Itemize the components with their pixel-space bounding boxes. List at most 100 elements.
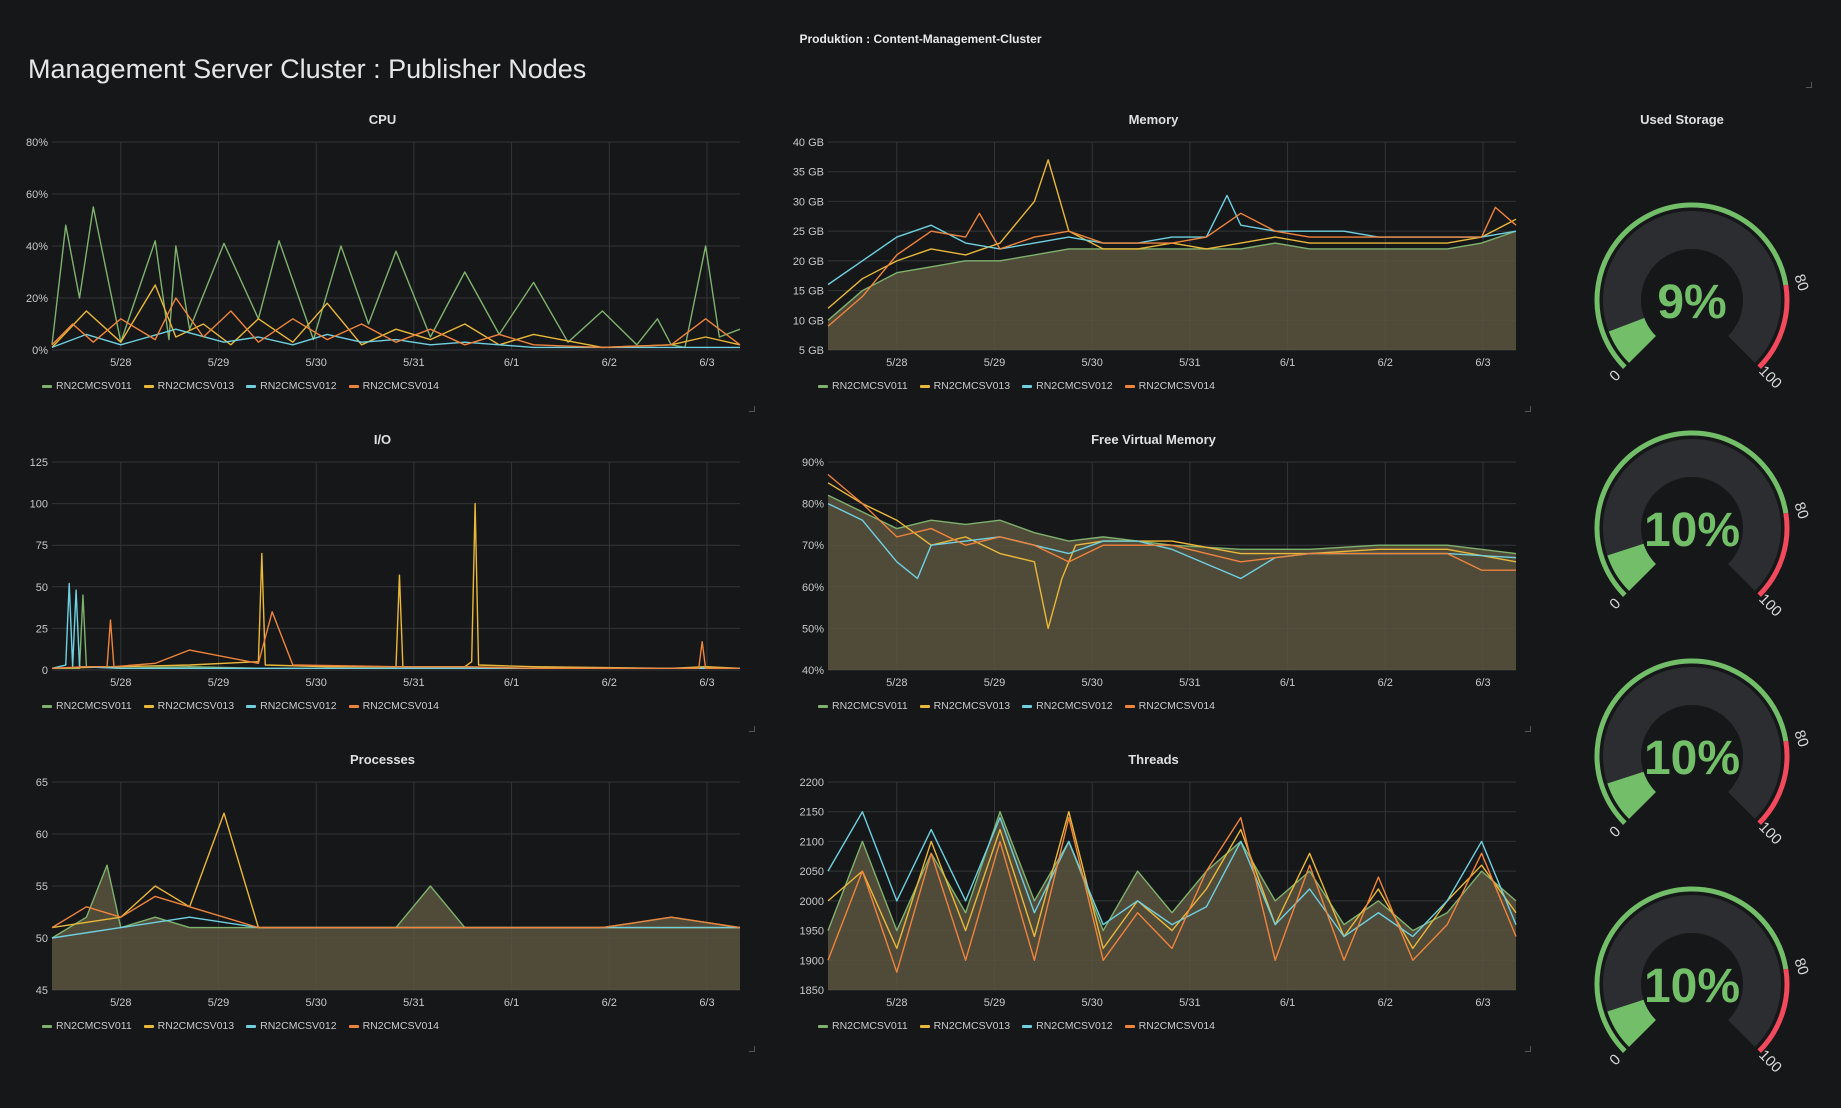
panel-resize-handle[interactable] [1525,1046,1531,1052]
legend-swatch [818,704,828,708]
used-storage-panel[interactable]: Used Storage 9% 0 80 100 10% 0 80 100 10% 0 80 100 10… [1552,82,1812,1076]
free-virtual-memory-panel[interactable]: Free Virtual Memory 40% 50% 60% 70% 80% 90% 5/2… [776,432,1531,732]
legend-item-rn2cmcsv011[interactable]: RN2CMCSV011 [42,380,132,392]
legend-label: RN2CMCSV011 [832,1020,908,1032]
legend-item-rn2cmcsv014[interactable]: RN2CMCSV014 [1124,380,1215,392]
cpu-legend: RN2CMCSV011 RN2CMCSV013 RN2CMCSV012 RN2CMCS… [42,380,439,392]
y-tick-label: 25 GB [793,226,824,238]
legend-item-rn2cmcsv013[interactable]: RN2CMCSV013 [919,1020,1010,1032]
legend-item-rn2cmcsv013[interactable]: RN2CMCSV013 [919,380,1010,392]
series-line-rn2cmcsv013[interactable] [827,482,1517,630]
x-tick-label: 6/3 [1475,357,1490,369]
x-tick-label: 6/1 [1280,357,1295,369]
legend-item-rn2cmcsv014[interactable]: RN2CMCSV014 [1124,1020,1215,1032]
legend-item-rn2cmcsv012[interactable]: RN2CMCSV012 [246,700,337,712]
legend-item-rn2cmcsv011[interactable]: RN2CMCSV011 [42,1020,132,1032]
memory-chart[interactable]: 5 GB 10 GB 15 GB 20 GB 25 GB 30 GB 35 GB 40 GB 5… [776,112,1531,412]
legend-item-rn2cmcsv014[interactable]: RN2CMCSV014 [348,1020,439,1032]
legend-swatch [919,704,930,708]
series-line-rn2cmcsv012[interactable] [51,328,740,349]
legend-item-rn2cmcsv013[interactable]: RN2CMCSV013 [143,380,234,392]
free-virtual-memory-title[interactable]: Free Virtual Memory [1091,432,1216,447]
legend-item-rn2cmcsv014[interactable]: RN2CMCSV014 [348,380,439,392]
memory-panel[interactable]: Memory 5 GB 10 GB 15 GB 20 GB 25 GB 30 GB 35 GB… [776,112,1531,412]
panel-resize-handle[interactable] [749,726,755,732]
panel-resize-handle[interactable] [1806,82,1812,88]
series-line-rn2cmcsv013[interactable] [51,502,741,670]
io-title[interactable]: I/O [373,432,392,447]
legend-item-rn2cmcsv012[interactable]: RN2CMCSV012 [246,380,337,392]
panel-resize-handle[interactable] [1525,726,1531,732]
panel-resize-handle[interactable] [1525,406,1531,412]
series-line-rn2cmcsv013[interactable] [51,812,740,929]
processes-chart[interactable]: 45 50 55 60 65 5/28 5/29 5/30 5/31 6/1 6/2 6/3 [10,752,755,1052]
panel-resize-handle[interactable] [749,1046,755,1052]
series-line-rn2cmcsv014[interactable] [51,611,740,670]
series-line-rn2cmcsv014[interactable] [51,297,741,349]
gauge-track [1603,667,1781,819]
processes-title[interactable]: Processes [349,752,416,767]
x-tick-label: 6/2 [602,357,617,369]
cpu-chart[interactable]: 0% 20% 40% 60% 80% 5/28 5/29 5/30 5/31 6/1 6/2 6/3 [10,112,755,412]
series-line-rn2cmcsv014[interactable] [827,473,1516,571]
legend-item-rn2cmcsv013[interactable]: RN2CMCSV013 [143,1020,235,1032]
legend-item-rn2cmcsv012[interactable]: RN2CMCSV012 [1022,1020,1113,1032]
legend-item-rn2cmcsv012[interactable]: RN2CMCSV012 [1022,700,1113,712]
gauge-threshold-label: 80 [1790,500,1811,521]
legend-swatch [919,384,930,388]
io-chart[interactable]: 0 25 50 75 100 125 5/28 5/29 5/30 5/31 6/1 6/2 6/3 [10,432,755,732]
legend-item-rn2cmcsv011[interactable]: RN2CMCSV011 [42,700,132,712]
free-virtual-memory-chart[interactable]: 40% 50% 60% 70% 80% 90% 5/28 5/29 5/30 5/31 6/1 6/2… [776,432,1531,732]
series-line-rn2cmcsv011[interactable] [827,494,1517,555]
legend-item-rn2cmcsv013[interactable]: RN2CMCSV013 [919,700,1010,712]
y-tick-label: 2000 [800,896,824,908]
y-tick-label: 65 [36,777,48,789]
legend-item-rn2cmcsv012[interactable]: RN2CMCSV012 [246,1020,337,1032]
x-tick-label: 5/29 [984,357,1005,369]
series-line-rn2cmcsv011[interactable] [827,230,1517,321]
y-tick-label: 45 [36,985,48,997]
series-line-rn2cmcsv011[interactable] [827,811,1517,932]
threads-panel[interactable]: Threads 1850 1900 1950 2000 2050 2100 2150 2200 5… [776,752,1531,1052]
legend-item-rn2cmcsv012[interactable]: RN2CMCSV012 [1022,380,1113,392]
processes-legend: RN2CMCSV011 RN2CMCSV013 RN2CMCSV012 RN2CMCS… [42,1020,439,1032]
used-storage-title[interactable]: Used Storage [1640,112,1724,127]
legend-item-rn2cmcsv011[interactable]: RN2CMCSV011 [818,700,908,712]
series-line-rn2cmcsv013[interactable] [51,284,741,349]
series-line-rn2cmcsv012[interactable] [827,811,1517,938]
series-line-rn2cmcsv014[interactable] [51,895,741,929]
gauge-value-label: 10% [1644,504,1740,557]
gauge-threshold-ok [1594,430,1789,597]
legend-item-rn2cmcsv014[interactable]: RN2CMCSV014 [348,700,439,712]
series-line-rn2cmcsv014[interactable] [827,816,1517,973]
legend-label: RN2CMCSV013 [157,1020,235,1032]
cpu-title[interactable]: CPU [368,112,397,127]
gauge-value-label: 9% [1657,276,1726,329]
cpu-panel[interactable]: CPU 0% 20% 40% 60% 80% 5/28 5/29 5/30 5/31 6/1 6/2 6… [10,112,755,412]
series-line-rn2cmcsv013[interactable] [827,159,1517,309]
gauge-value-arc [1607,998,1657,1047]
io-panel[interactable]: I/O 0 25 50 75 100 125 5/28 5/29 5/30 5/31 6/1 6/2 6/… [10,432,755,732]
series-line-rn2cmcsv011[interactable] [51,206,741,349]
legend-item-rn2cmcsv011[interactable]: RN2CMCSV011 [818,380,908,392]
memory-title[interactable]: Memory [1128,112,1179,127]
threads-title[interactable]: Threads [1128,752,1179,767]
x-tick-label: 5/28 [886,357,907,369]
legend-item-rn2cmcsv011[interactable]: RN2CMCSV011 [818,1020,908,1032]
legend-swatch [246,1024,257,1028]
legend-item-rn2cmcsv014[interactable]: RN2CMCSV014 [1124,700,1215,712]
panel-resize-handle[interactable] [749,406,755,412]
legend-label: RN2CMCSV011 [56,1020,132,1032]
legend-item-rn2cmcsv013[interactable]: RN2CMCSV013 [143,700,234,712]
processes-panel[interactable]: Processes 45 50 55 60 65 5/28 5/29 5/30 5/31 6/1 6/… [10,752,755,1052]
x-tick-label: 6/1 [504,997,519,1009]
y-tick-label: 50 [36,582,48,594]
x-tick-label: 5/28 [110,357,131,369]
series-line-rn2cmcsv014[interactable] [827,206,1517,327]
threads-chart[interactable]: 1850 1900 1950 2000 2050 2100 2150 2200 5/28 5/29… [776,752,1531,1052]
x-tick-label: 5/29 [208,997,229,1009]
